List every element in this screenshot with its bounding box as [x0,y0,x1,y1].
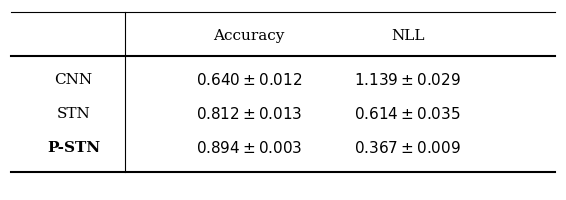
Text: $0.894 \pm 0.003$: $0.894 \pm 0.003$ [196,140,302,156]
Text: $1.139 \pm 0.029$: $1.139 \pm 0.029$ [354,72,461,88]
Text: $0.614 \pm 0.035$: $0.614 \pm 0.035$ [354,106,461,122]
Text: P-STN: P-STN [47,141,100,155]
Text: NLL: NLL [391,29,424,43]
Text: $0.640 \pm 0.012$: $0.640 \pm 0.012$ [196,72,302,88]
Text: $0.367 \pm 0.009$: $0.367 \pm 0.009$ [354,140,461,156]
Text: $0.812 \pm 0.013$: $0.812 \pm 0.013$ [196,106,302,122]
Text: STN: STN [57,107,91,121]
Text: Accuracy: Accuracy [213,29,285,43]
Text: CNN: CNN [54,73,93,87]
